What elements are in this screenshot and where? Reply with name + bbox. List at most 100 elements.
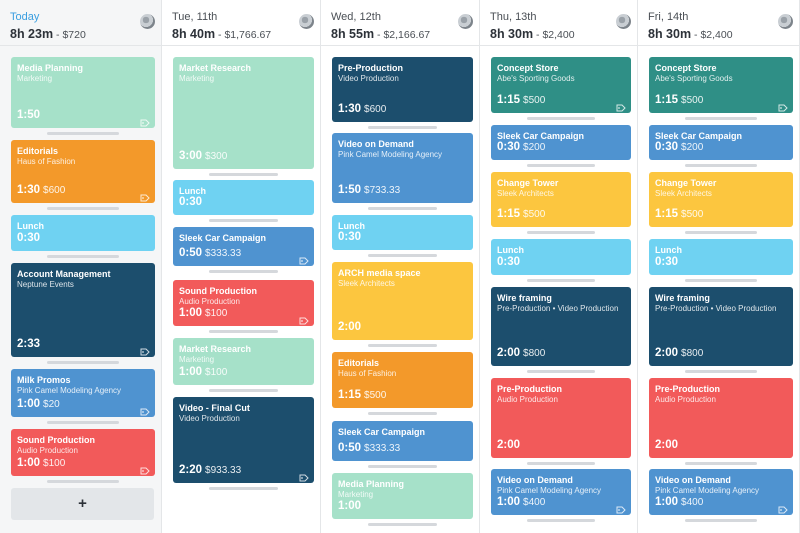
- user-avatar-icon[interactable]: [140, 14, 155, 29]
- tag-icon[interactable]: [778, 99, 788, 112]
- resize-handle[interactable]: [685, 519, 757, 522]
- time-entry-card[interactable]: Concept Store Abe's Sporting Goods 1:15 $50…: [491, 57, 631, 113]
- time-entry-card[interactable]: Editorials Haus of Fashion 1:30 $600: [11, 140, 155, 203]
- resize-handle[interactable]: [368, 465, 437, 468]
- entry-amount: $500: [364, 390, 387, 401]
- time-entry-card[interactable]: Pre-Production Audio Production 2:00: [491, 378, 631, 458]
- resize-handle[interactable]: [47, 361, 119, 364]
- day-money: - $1,766.67: [215, 29, 272, 41]
- resize-handle[interactable]: [685, 279, 757, 282]
- time-entry-card[interactable]: Wire framing Pre-Production • Video Produ…: [491, 287, 631, 366]
- resize-handle[interactable]: [47, 207, 119, 210]
- resize-handle[interactable]: [368, 344, 437, 347]
- resize-handle[interactable]: [527, 370, 595, 373]
- time-entry-card[interactable]: Change Tower Sleek Architects 1:15 $500: [649, 172, 793, 227]
- day-label[interactable]: Tue, 11th: [172, 11, 218, 23]
- resize-handle[interactable]: [368, 254, 437, 257]
- time-entry-card[interactable]: Editorials Haus of Fashion 1:15 $500: [332, 352, 473, 408]
- time-entry-card[interactable]: Media Planning Marketing 1:50: [11, 57, 155, 128]
- day-label[interactable]: Thu, 13th: [490, 11, 537, 23]
- resize-handle[interactable]: [527, 117, 595, 120]
- resize-handle[interactable]: [209, 270, 278, 273]
- resize-handle[interactable]: [209, 219, 278, 222]
- time-entry-card[interactable]: Sound Production Audio Production 1:00 $100: [11, 429, 155, 476]
- entry-duration: 1:00: [179, 307, 203, 319]
- tag-icon[interactable]: [299, 469, 309, 482]
- time-entry-card[interactable]: Video on Demand Pink Camel Modeling Agenc…: [491, 469, 631, 515]
- user-avatar-icon[interactable]: [458, 14, 473, 29]
- resize-handle[interactable]: [527, 279, 595, 282]
- time-entry-card[interactable]: Pre-Production Video Production 1:30 $600: [332, 57, 473, 122]
- entry-title: Change Tower: [497, 178, 559, 188]
- resize-handle[interactable]: [368, 126, 437, 129]
- time-entry-card[interactable]: Sleek Car Campaign 0:50 $333.33: [332, 421, 473, 461]
- user-avatar-icon[interactable]: [299, 14, 314, 29]
- resize-handle[interactable]: [685, 164, 757, 167]
- time-entry-card[interactable]: Lunch 0:30: [332, 215, 473, 250]
- time-entry-card[interactable]: Lunch 0:30: [491, 239, 631, 275]
- resize-handle[interactable]: [47, 132, 119, 135]
- time-entry-card[interactable]: Video - Final Cut Video Production 2:20 $93…: [173, 397, 314, 483]
- time-entry-card[interactable]: Pre-Production Audio Production 2:00: [649, 378, 793, 458]
- tag-icon[interactable]: [299, 312, 309, 325]
- day-label[interactable]: Wed, 12th: [331, 11, 381, 23]
- resize-handle[interactable]: [368, 523, 437, 526]
- time-entry-card[interactable]: Account Management Neptune Events 2:33: [11, 263, 155, 357]
- time-entry-card[interactable]: Lunch 0:30: [11, 215, 155, 251]
- time-entry-card[interactable]: Change Tower Sleek Architects 1:15 $500: [491, 172, 631, 227]
- time-entry-card[interactable]: ARCH media space Sleek Architects 2:00: [332, 262, 473, 340]
- time-entry-card[interactable]: Video on Demand Pink Camel Modeling Agenc…: [649, 469, 793, 515]
- resize-handle[interactable]: [685, 117, 757, 120]
- tag-icon[interactable]: [616, 99, 626, 112]
- time-entry-card[interactable]: Sound Production Audio Production 1:00 $100: [173, 280, 314, 326]
- resize-handle[interactable]: [527, 519, 595, 522]
- day-label[interactable]: Today: [10, 11, 40, 23]
- time-entry-card[interactable]: Sleek Car Campaign 0:30 $200: [649, 125, 793, 160]
- entry-project: Abe's Sporting Goods: [655, 74, 733, 83]
- user-avatar-icon[interactable]: [778, 14, 793, 29]
- resize-handle[interactable]: [47, 255, 119, 258]
- resize-handle[interactable]: [527, 462, 595, 465]
- user-avatar-icon[interactable]: [616, 14, 631, 29]
- time-entry-card[interactable]: Market Research Marketing 3:00 $300: [173, 57, 314, 169]
- resize-handle[interactable]: [47, 421, 119, 424]
- resize-handle[interactable]: [368, 207, 437, 210]
- resize-handle[interactable]: [47, 480, 119, 483]
- tag-icon[interactable]: [778, 501, 788, 514]
- resize-handle[interactable]: [685, 231, 757, 234]
- entry-title: Lunch: [497, 245, 524, 255]
- resize-handle[interactable]: [685, 370, 757, 373]
- add-entry-button[interactable]: +: [11, 488, 154, 520]
- entry-duration: 0:30: [497, 141, 521, 153]
- time-entry-card[interactable]: Media Planning Marketing 1:00: [332, 473, 473, 519]
- resize-handle[interactable]: [209, 330, 278, 333]
- tag-icon[interactable]: [616, 501, 626, 514]
- resize-handle[interactable]: [685, 462, 757, 465]
- resize-handle[interactable]: [209, 389, 278, 392]
- tag-icon[interactable]: [140, 403, 150, 416]
- time-entry-card[interactable]: Video on Demand Pink Camel Modeling Agenc…: [332, 133, 473, 203]
- resize-handle[interactable]: [527, 231, 595, 234]
- resize-handle[interactable]: [209, 487, 278, 490]
- tag-icon[interactable]: [140, 343, 150, 356]
- entry-amount: $500: [681, 95, 704, 106]
- entry-duration: 1:15: [497, 208, 521, 220]
- time-entry-card[interactable]: Market Research Marketing 1:00 $100: [173, 338, 314, 385]
- time-entry-card[interactable]: Concept Store Abe's Sporting Goods 1:15 $50…: [649, 57, 793, 113]
- resize-handle[interactable]: [368, 412, 437, 415]
- resize-handle[interactable]: [209, 173, 278, 176]
- tag-icon[interactable]: [299, 252, 309, 265]
- resize-handle[interactable]: [527, 164, 595, 167]
- tag-icon[interactable]: [140, 114, 150, 127]
- entry-title: Video on Demand: [497, 475, 573, 485]
- time-entry-card[interactable]: Lunch 0:30: [173, 180, 314, 215]
- time-entry-card[interactable]: Sleek Car Campaign 0:30 $200: [491, 125, 631, 160]
- tag-icon[interactable]: [140, 189, 150, 202]
- entry-duration: 1:15: [338, 389, 362, 401]
- time-entry-card[interactable]: Milk Promos Pink Camel Modeling Agency 1:0…: [11, 369, 155, 417]
- time-entry-card[interactable]: Sleek Car Campaign 0:50 $333.33: [173, 227, 314, 266]
- day-label[interactable]: Fri, 14th: [648, 11, 689, 23]
- time-entry-card[interactable]: Lunch 0:30: [649, 239, 793, 275]
- tag-icon[interactable]: [140, 462, 150, 475]
- time-entry-card[interactable]: Wire framing Pre-Production • Video Produ…: [649, 287, 793, 366]
